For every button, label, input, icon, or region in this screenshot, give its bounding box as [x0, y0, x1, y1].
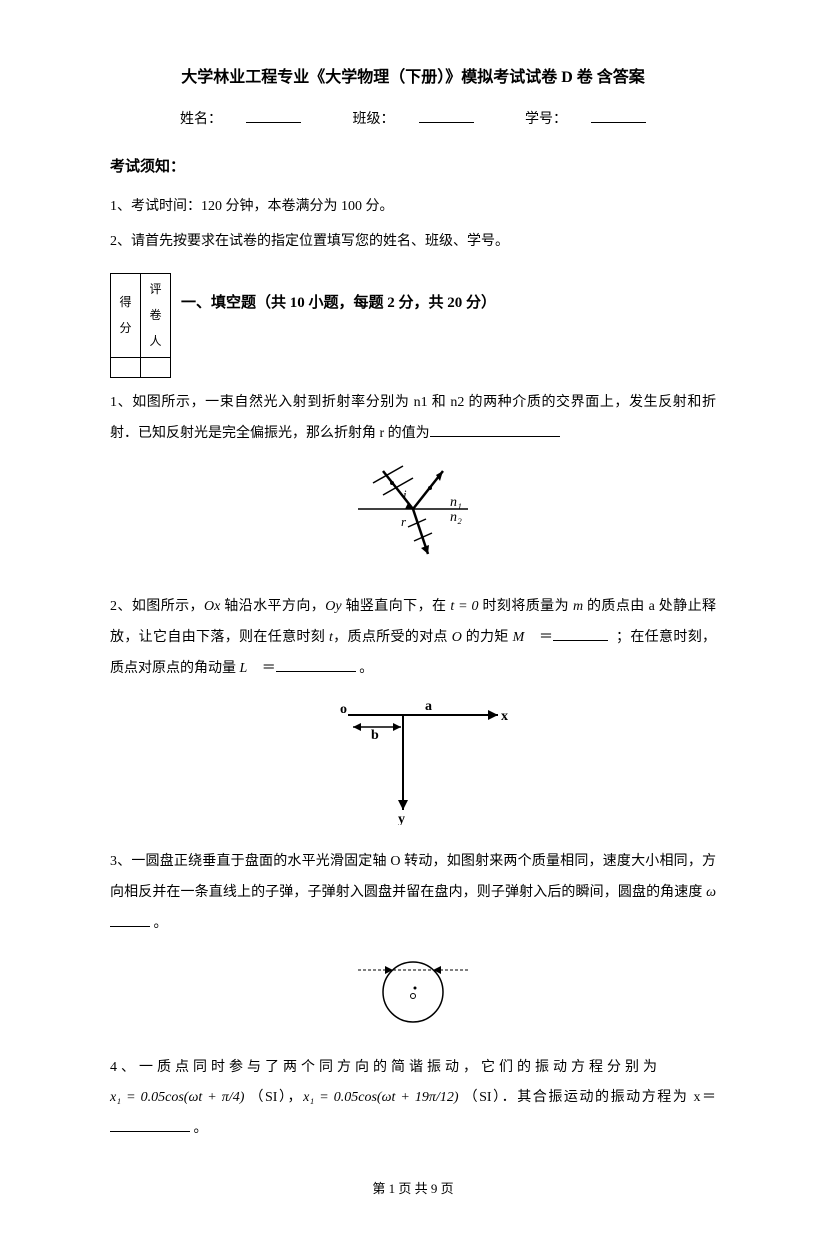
svg-text:a: a — [425, 699, 432, 714]
svg-text:n₂: n₂ — [450, 510, 462, 525]
figure-1: i r n₁ n₂ — [110, 459, 716, 582]
question-1: 1、如图所示，一束自然光入射到折射率分别为 n1 和 n2 的两种介质的交界面上… — [110, 388, 716, 450]
section-1-row: 得分 评卷人 一、填空题（共 10 小题，每题 2 分，共 20 分） — [110, 273, 716, 378]
student-info-row: 姓名： 班级： 学号： — [110, 105, 716, 136]
notice-2: 2、请首先按要求在试卷的指定位置填写您的姓名、班级、学号。 — [110, 227, 716, 258]
question-4: 4、一质点同时参与了两个同方向的简谐振动，它们的振动方程分别为 x₁ = 0.0… — [110, 1053, 716, 1145]
svg-text:r: r — [401, 514, 407, 529]
svg-text:o: o — [340, 702, 347, 717]
name-label: 姓名： — [168, 105, 313, 136]
svg-text:x: x — [501, 709, 508, 724]
notice-1: 1、考试时间：120 分钟，本卷满分为 100 分。 — [110, 192, 716, 223]
page-footer: 第 1 页 共 9 页 — [110, 1175, 716, 1204]
score-cell — [111, 357, 141, 377]
grader-label: 评卷人 — [141, 273, 171, 357]
score-label: 得分 — [111, 273, 141, 357]
svg-text:y: y — [398, 812, 405, 825]
question-2: 2、如图所示，Ox 轴沿水平方向，Oy 轴竖直向下，在 t = 0 时刻将质量为… — [110, 592, 716, 684]
svg-text:i: i — [403, 487, 407, 502]
class-label: 班级： — [341, 105, 486, 136]
section-1-title: 一、填空题（共 10 小题，每题 2 分，共 20 分） — [181, 273, 496, 318]
grader-cell — [141, 357, 171, 377]
document-title: 大学林业工程专业《大学物理（下册）》模拟考试试卷 D 卷 含答案 — [110, 60, 716, 95]
id-label: 学号： — [513, 105, 658, 136]
question-3: 3、一圆盘正绕垂直于盘面的水平光滑固定轴 O 转动，如图射来两个质量相同，速度大… — [110, 847, 716, 939]
score-table: 得分 评卷人 — [110, 273, 171, 378]
svg-text:n₁: n₁ — [450, 495, 462, 510]
figure-2: o a x y b — [110, 695, 716, 838]
notice-header: 考试须知： — [110, 151, 716, 184]
svg-text:b: b — [371, 728, 379, 743]
figure-3 — [110, 950, 716, 1043]
